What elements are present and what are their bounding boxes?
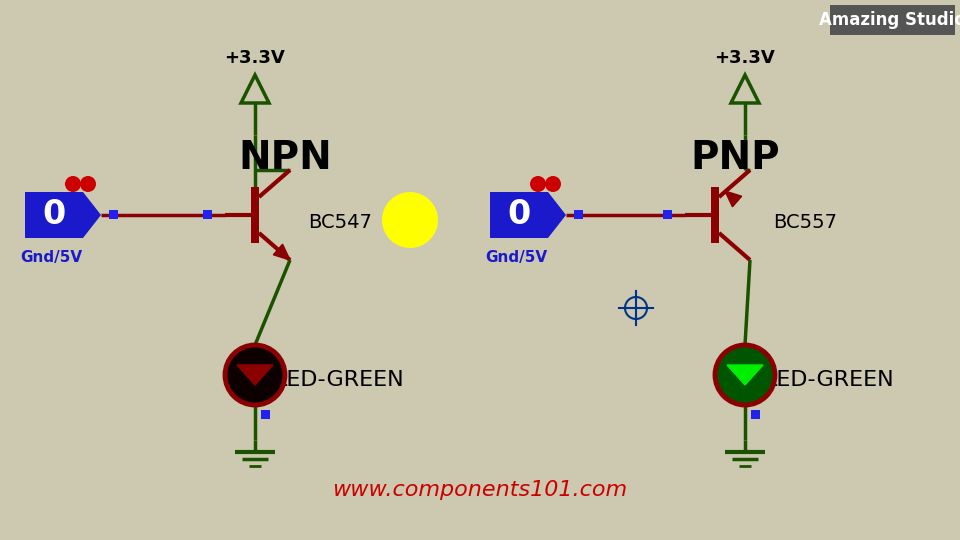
Text: Amazing Studio: Amazing Studio [819, 11, 960, 29]
Circle shape [225, 345, 285, 405]
Circle shape [545, 176, 561, 192]
Circle shape [530, 176, 546, 192]
Text: Gnd/5V: Gnd/5V [485, 250, 547, 265]
Text: Gnd/5V: Gnd/5V [20, 250, 82, 265]
Polygon shape [490, 192, 566, 238]
Bar [711, 187, 719, 243]
Text: PNP: PNP [690, 139, 780, 177]
Bar [203, 210, 212, 219]
Text: 0: 0 [508, 199, 531, 232]
Text: 0: 0 [42, 199, 65, 232]
Text: BC547: BC547 [308, 213, 372, 233]
Bar [574, 210, 583, 219]
Polygon shape [274, 244, 290, 260]
Text: LED-GREEN: LED-GREEN [276, 370, 405, 390]
Polygon shape [237, 365, 273, 385]
Text: +3.3V: +3.3V [714, 49, 776, 67]
Circle shape [65, 176, 81, 192]
Text: +3.3V: +3.3V [225, 49, 285, 67]
Polygon shape [727, 365, 763, 385]
Circle shape [382, 192, 438, 248]
Bar [251, 187, 259, 243]
Circle shape [715, 345, 775, 405]
Text: NPN: NPN [238, 139, 332, 177]
Bar [663, 210, 672, 219]
Circle shape [80, 176, 96, 192]
Polygon shape [725, 191, 742, 207]
Polygon shape [25, 192, 101, 238]
FancyBboxPatch shape [830, 5, 955, 35]
Text: BC557: BC557 [773, 213, 837, 233]
Text: www.components101.com: www.components101.com [332, 480, 628, 500]
Text: LED-GREEN: LED-GREEN [765, 370, 895, 390]
Bar [751, 410, 760, 419]
Bar [109, 210, 118, 219]
Bar [261, 410, 270, 419]
